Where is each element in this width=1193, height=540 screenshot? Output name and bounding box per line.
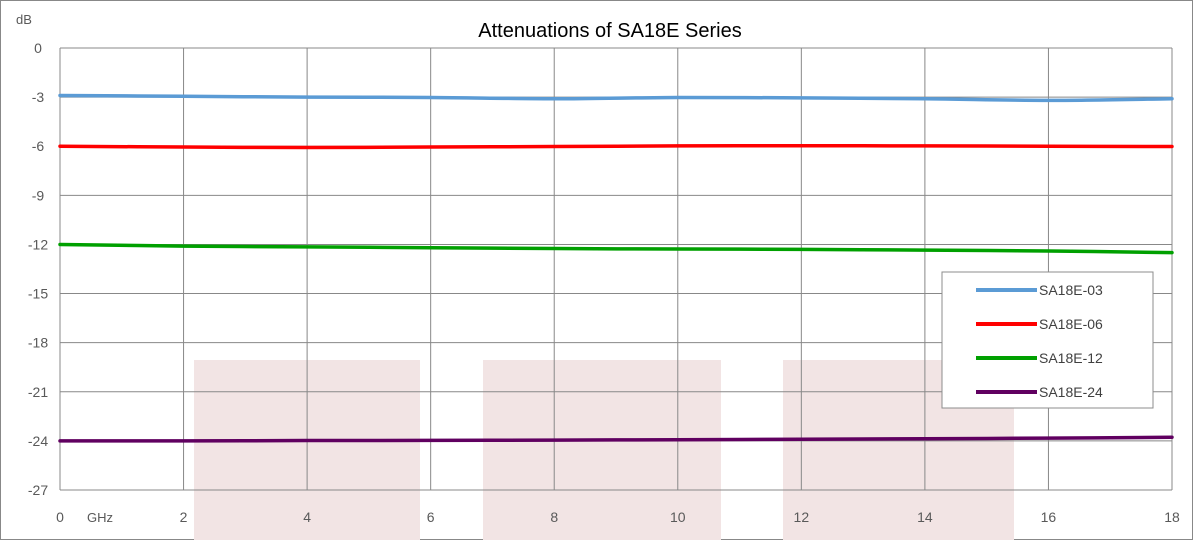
y-tick-label: -15 [28, 286, 48, 302]
y-tick-label: -27 [28, 482, 48, 498]
x-tick-label: 18 [1164, 509, 1180, 525]
series-line-sa18e-03 [58, 93, 1174, 103]
y-tick-label: -24 [28, 433, 48, 449]
legend-item: SA18E-03 [976, 282, 1103, 298]
legend-item: SA18E-24 [976, 384, 1103, 400]
series-line-sa18e-24 [58, 435, 1174, 443]
background-blocks [194, 360, 1014, 540]
legend-label: SA18E-06 [1039, 316, 1103, 332]
legend-label: SA18E-03 [1039, 282, 1103, 298]
x-tick-label: 16 [1041, 509, 1057, 525]
legend-box [941, 271, 1154, 409]
legend-item: SA18E-12 [976, 350, 1103, 366]
x-tick-label: 4 [303, 509, 311, 525]
x-tick-label: 12 [794, 509, 810, 525]
background-block [483, 360, 721, 540]
y-tick-label: -3 [32, 89, 45, 105]
series-line-sa18e-06 [58, 143, 1174, 150]
x-tick-label: 0 [56, 509, 64, 525]
legend-label: SA18E-24 [1039, 384, 1103, 400]
x-tick-label: 14 [917, 509, 933, 525]
y-tick-label: -6 [32, 138, 45, 154]
y-tick-label: -9 [32, 187, 45, 203]
y-tick-label: 0 [34, 40, 42, 56]
y-tick-label: -18 [28, 335, 48, 351]
chart-title: Attenuations of SA18E Series [478, 20, 742, 42]
x-axis-label: GHz [87, 510, 113, 525]
y-tick-label: -21 [28, 384, 48, 400]
x-tick-label: 2 [180, 509, 188, 525]
y-tick-label: -12 [28, 236, 48, 252]
x-tick-label: 10 [670, 509, 686, 525]
y-axis-tick-labels: 0 -3 -6 -9 -12 -15 -18 -21 -24 -27 [28, 40, 48, 498]
series-lines [58, 93, 1174, 443]
x-tick-label: 8 [550, 509, 558, 525]
legend-label: SA18E-12 [1039, 350, 1103, 366]
series-line-sa18e-12 [58, 242, 1174, 255]
legend-item: SA18E-06 [976, 316, 1103, 332]
y-axis-label: dB [16, 12, 32, 27]
x-axis-tick-labels: 0 2 4 6 8 10 12 14 16 18 [56, 509, 1180, 525]
legend: SA18E-03 SA18E-06 SA18E-12 SA18E-24 [941, 271, 1154, 409]
x-tick-label: 6 [427, 509, 435, 525]
